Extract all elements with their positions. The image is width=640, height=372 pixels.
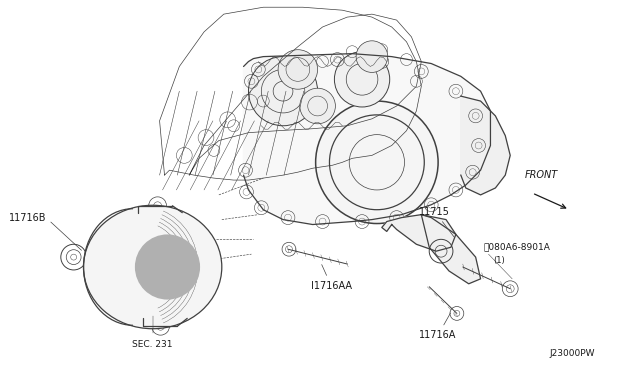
Circle shape bbox=[157, 257, 177, 277]
Circle shape bbox=[300, 88, 335, 124]
Text: 11715: 11715 bbox=[419, 206, 454, 237]
Text: SEC. 231: SEC. 231 bbox=[132, 340, 173, 349]
Text: 11716B: 11716B bbox=[8, 213, 81, 250]
Text: J23000PW: J23000PW bbox=[550, 349, 595, 358]
Polygon shape bbox=[382, 215, 456, 251]
Ellipse shape bbox=[84, 205, 222, 329]
Text: Ⓡ080A6-8901A: Ⓡ080A6-8901A bbox=[484, 242, 550, 251]
Circle shape bbox=[356, 41, 388, 73]
Circle shape bbox=[135, 234, 200, 299]
Polygon shape bbox=[244, 54, 490, 225]
Circle shape bbox=[335, 52, 390, 107]
Circle shape bbox=[278, 50, 317, 89]
Polygon shape bbox=[461, 96, 510, 195]
Circle shape bbox=[316, 101, 438, 224]
Text: I1716AA: I1716AA bbox=[310, 264, 352, 291]
Circle shape bbox=[100, 279, 116, 295]
Text: 11716A: 11716A bbox=[419, 313, 457, 340]
Text: (1): (1) bbox=[493, 256, 505, 265]
Circle shape bbox=[116, 216, 219, 318]
Text: FRONT: FRONT bbox=[525, 170, 558, 180]
Polygon shape bbox=[421, 215, 481, 284]
Circle shape bbox=[248, 57, 317, 126]
